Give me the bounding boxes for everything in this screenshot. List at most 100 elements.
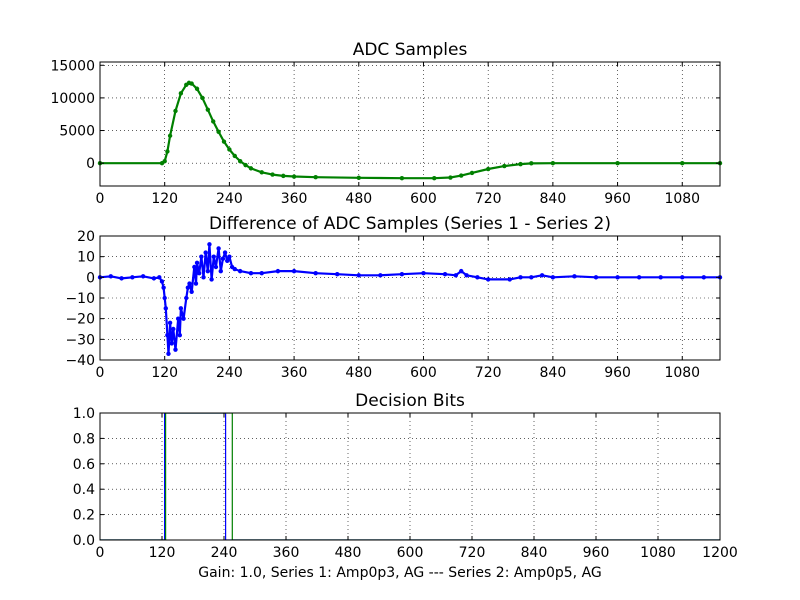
adc-samples-data-point xyxy=(237,159,243,164)
difference-data-point xyxy=(171,326,176,332)
difference-data-point xyxy=(197,271,202,276)
difference-data-point xyxy=(177,333,182,338)
decision-bits-x-tick-label: 960 xyxy=(583,545,610,561)
adc-samples-data-point xyxy=(194,86,200,91)
panel-decision-bits: 0 120 240 360 480 600 720 840 960 1080 1200 0.0 0.2 0… xyxy=(73,391,738,561)
difference-data-point xyxy=(335,272,340,277)
adc-samples-axes-frame xyxy=(99,61,721,187)
difference-y-tick-label: −30 xyxy=(65,332,95,348)
difference-data-point xyxy=(166,351,171,356)
difference-y-tick-label: −40 xyxy=(65,353,95,369)
adc-samples-data-point xyxy=(248,166,254,171)
adc-samples-series-0-line xyxy=(100,81,720,180)
difference-data-point xyxy=(181,316,186,321)
difference-x-tick-label: 0 xyxy=(96,365,105,381)
adc-samples-data-point xyxy=(356,175,361,181)
difference-data-point xyxy=(207,242,212,247)
figure-footer: Gain: 1.0, Series 1: Amp0p3, AG --- Seri… xyxy=(198,565,602,581)
adc-samples-x-tick-label: 1080 xyxy=(664,191,700,207)
difference-data-point xyxy=(162,295,167,301)
adc-samples-y-tick-label: 5000 xyxy=(59,124,95,140)
difference-data-point xyxy=(356,273,361,278)
difference-x-tick-label: 360 xyxy=(281,365,308,381)
difference-data-point xyxy=(130,275,135,280)
difference-data-point xyxy=(201,275,206,280)
difference-data-point xyxy=(151,276,157,281)
adc-samples-data-point xyxy=(205,107,211,112)
adc-samples-x-tick-label: 240 xyxy=(216,191,243,207)
difference-data-point xyxy=(680,275,685,280)
difference-x-tick-label: 240 xyxy=(216,365,243,381)
adc-samples-data-point xyxy=(615,160,620,166)
difference-data-point xyxy=(159,279,165,284)
difference-data-point xyxy=(539,273,545,278)
decision-bits-x-tick-label: 720 xyxy=(459,545,486,561)
adc-samples-data-point xyxy=(485,166,491,172)
panel-difference: 0 120 240 360 480 600 720 840 960 1080 −40 −30 −20 −1… xyxy=(65,214,723,381)
difference-title: Difference of ADC Samples (Series 1 - Se… xyxy=(209,214,611,234)
difference-x-tick-label: 600 xyxy=(410,365,437,381)
difference-data-point xyxy=(378,273,383,278)
decision-bits-x-tick-label: 360 xyxy=(273,545,300,561)
adc-samples-data-point xyxy=(216,129,221,135)
difference-data-point xyxy=(209,277,214,282)
difference-data-point xyxy=(507,277,512,282)
difference-data-point xyxy=(529,275,534,280)
difference-data-point xyxy=(175,316,181,321)
difference-data-point xyxy=(220,256,226,261)
decision-bits-y-tick-label: 0.4 xyxy=(73,482,95,498)
adc-samples-data-point xyxy=(270,172,275,177)
difference-data-point xyxy=(165,333,170,338)
adc-samples-data-point xyxy=(211,119,216,124)
difference-data-point xyxy=(169,341,174,346)
adc-samples-data-point xyxy=(459,173,464,178)
adc-samples-data-point xyxy=(469,170,475,176)
difference-data-point xyxy=(108,274,113,279)
difference-data-point xyxy=(167,320,173,325)
difference-data-point xyxy=(636,275,642,280)
difference-data-point xyxy=(658,275,663,280)
difference-data-point xyxy=(185,285,191,290)
adc-samples-data-point xyxy=(281,173,286,179)
difference-data-point xyxy=(163,306,168,311)
difference-data-point xyxy=(313,271,318,276)
difference-data-point xyxy=(213,264,219,270)
difference-data-point xyxy=(119,276,124,281)
adc-samples-data-point xyxy=(432,175,437,181)
difference-x-tick-label: 960 xyxy=(604,365,631,381)
adc-samples-x-tick-label: 0 xyxy=(96,191,105,207)
decision-bits-x-tick-label: 240 xyxy=(211,545,238,561)
adc-samples-data-point xyxy=(399,175,405,181)
difference-x-tick-label: 120 xyxy=(151,365,178,381)
decision-bits-x-tick-label: 840 xyxy=(521,545,548,561)
decision-bits-x-tick-label: 1080 xyxy=(640,545,676,561)
decision-bits-y-tick-label: 0.6 xyxy=(73,457,95,473)
difference-data-point xyxy=(464,273,469,278)
difference-data-point xyxy=(399,272,405,277)
adc-samples-x-tick-label: 360 xyxy=(281,191,308,207)
difference-y-tick-label: 10 xyxy=(77,250,95,266)
difference-data-point xyxy=(442,272,448,277)
adc-samples-y-tick-label: 15000 xyxy=(50,58,95,74)
adc-samples-x-tick-label: 840 xyxy=(540,191,567,207)
difference-data-point xyxy=(194,260,200,266)
adc-samples-title: ADC Samples xyxy=(353,40,468,60)
adc-samples-data-point xyxy=(165,149,170,154)
decision-bits-x-tick-label: 120 xyxy=(149,545,176,561)
adc-samples-data-point xyxy=(173,108,178,114)
adc-samples-data-point xyxy=(189,81,194,86)
difference-data-point xyxy=(189,289,194,294)
decision-bits-title: Decision Bits xyxy=(355,391,465,411)
difference-y-tick-label: 0 xyxy=(86,270,95,286)
difference-data-point xyxy=(193,281,199,286)
difference-data-point xyxy=(211,254,216,259)
difference-data-point xyxy=(184,295,189,301)
difference-data-point xyxy=(187,281,192,286)
adc-samples-data-point xyxy=(313,174,318,180)
difference-series-0-line xyxy=(100,243,720,355)
adc-samples-data-point xyxy=(178,91,184,96)
adc-samples-data-point xyxy=(227,147,232,152)
difference-data-point xyxy=(227,254,232,259)
decision-bits-x-tick-label: 0 xyxy=(96,545,105,561)
